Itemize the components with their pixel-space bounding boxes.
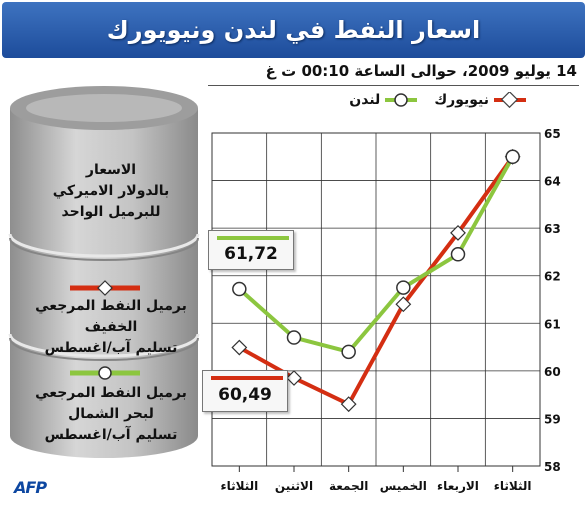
light-crude-label: برميل النفط المرجعي الخفيف تسليم آب/اغسط… <box>26 296 196 359</box>
brent-label-line: برميل النفط المرجعي <box>35 385 187 401</box>
y-tick-label: 59 <box>544 412 561 426</box>
newyork-last-value-callout: 60,49 <box>202 370 288 412</box>
legend-circle-marker-icon <box>385 93 418 107</box>
x-tick-label: الخميس <box>380 479 427 493</box>
legend-item-london: لندن <box>349 92 418 108</box>
y-tick-label: 63 <box>544 222 561 236</box>
legend-item-newyork: نيويورك <box>434 92 527 108</box>
data-point-newyork <box>340 396 357 413</box>
london-callout-swatch <box>217 236 289 240</box>
chart-legend: نيويورك لندن <box>349 89 527 111</box>
light-crude-label-line: تسليم آب/اغسطس <box>44 340 178 356</box>
y-tick-label: 60 <box>544 365 561 379</box>
brent-label-line: لبحر الشمال <box>68 406 154 422</box>
data-point-london <box>341 344 356 360</box>
data-point-newyork <box>450 224 466 241</box>
chart-grid <box>211 132 541 467</box>
legend-label-newyork: نيويورك <box>434 92 489 108</box>
data-point-london <box>396 280 411 295</box>
x-tick-label: الثلاثاء <box>220 479 258 493</box>
units-label: الاسعار بالدولار الاميركي للبرميل الواحد <box>26 160 196 223</box>
chart-markers <box>231 148 521 413</box>
y-tick-label: 58 <box>544 460 561 474</box>
title-bar: اسعار النفط في لندن ونيويورك <box>2 2 585 58</box>
data-point-london <box>505 149 520 165</box>
london-last-value: 61,72 <box>224 244 278 264</box>
x-tick-label: الثلاثاء <box>494 479 532 493</box>
x-tick-label: الجمعة <box>329 479 368 493</box>
legend-label-london: لندن <box>349 92 381 108</box>
newyork-callout-swatch <box>211 376 283 380</box>
data-point-london <box>450 247 466 262</box>
y-tick-label: 64 <box>544 175 561 189</box>
oil-barrel-icon <box>8 86 200 458</box>
data-point-newyork <box>286 370 302 386</box>
data-point-newyork <box>395 296 412 313</box>
light-crude-label-line: برميل النفط المرجعي الخفيف <box>35 298 187 335</box>
brent-label-line: تسليم آب/اغسطس <box>44 427 178 443</box>
y-tick-label: 62 <box>544 270 561 284</box>
barrel-info-panel: الاسعار بالدولار الاميركي للبرميل الواحد… <box>4 84 204 458</box>
units-label-line: الاسعار <box>85 162 137 178</box>
y-tick-label: 61 <box>544 317 561 331</box>
legend-diamond-marker-icon <box>494 92 526 108</box>
units-label-line: للبرميل الواحد <box>61 204 161 220</box>
newyork-last-value: 60,49 <box>218 385 272 405</box>
brent-label: برميل النفط المرجعي لبحر الشمال تسليم آب… <box>26 383 196 446</box>
data-point-newyork <box>231 339 248 356</box>
data-point-london <box>232 281 247 297</box>
page-title: اسعار النفط في لندن ونيويورك <box>106 16 481 44</box>
afp-logo: AFP <box>14 478 47 497</box>
chart-ticks: 58 59 60 61 62 63 64 65 الثلاثاء الاربعاء الخميس ال… <box>220 127 560 493</box>
data-point-london <box>286 330 302 345</box>
units-label-line: بالدولار الاميركي <box>52 183 170 199</box>
x-tick-label: الاثنين <box>275 479 313 493</box>
y-tick-label: 65 <box>544 127 561 141</box>
series-line-london <box>238 155 515 354</box>
chart-subtitle: 14 يوليو 2009، حوالى الساعة 00:10 ت غ <box>265 62 577 80</box>
subtitle-divider <box>208 85 579 86</box>
x-tick-label: الاربعاء <box>437 479 479 493</box>
london-last-value-callout: 61,72 <box>208 230 294 270</box>
